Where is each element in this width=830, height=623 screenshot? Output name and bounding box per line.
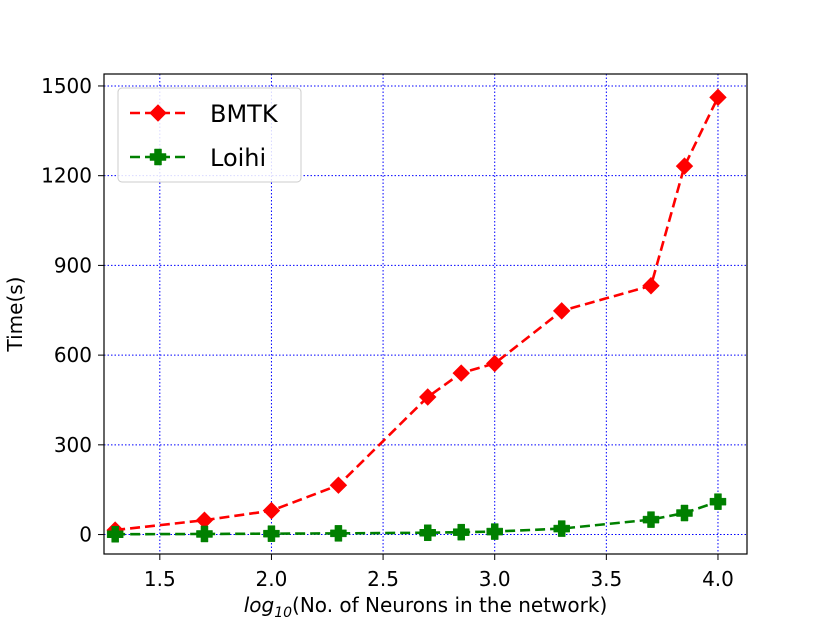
x-axis-label-text: (No. of Neurons in the network) [292, 593, 607, 617]
legend: BMTK Loihi [117, 87, 302, 183]
x-axis-label-subscript: 10 [274, 605, 292, 621]
data-point [642, 511, 660, 528]
y-axis-label: Time(s) [3, 277, 27, 353]
data-point [106, 526, 124, 543]
x-axis-label-prefix: log [244, 593, 275, 617]
data-point [452, 523, 470, 541]
y-tick-label: 1500 [41, 74, 92, 98]
data-point [486, 354, 504, 373]
legend-entry-bmtk: BMTK [130, 100, 279, 128]
y-tick-label: 0 [79, 523, 92, 547]
x-tick-label: 3.0 [479, 567, 511, 591]
ticks: 1.5 2.0 2.5 3.0 3.5 4.0 0 300 600 900 1200 1500 [41, 74, 734, 591]
x-tick-label: 2.0 [256, 567, 288, 591]
data-point [553, 520, 570, 537]
grid [104, 74, 747, 554]
data-point [330, 525, 347, 542]
data-point [486, 523, 503, 540]
legend-marker [149, 148, 167, 166]
data-point [419, 524, 436, 542]
legend-label: Loihi [210, 144, 266, 172]
data-point [263, 525, 280, 542]
data-point [452, 364, 470, 382]
plot-frame [103, 73, 748, 555]
series-bmtk [106, 88, 727, 539]
data-point [642, 277, 660, 295]
data-point [552, 302, 571, 320]
x-tick-label: 1.5 [144, 567, 176, 591]
data-point [329, 476, 348, 494]
series-layer [106, 88, 727, 543]
data-point [419, 388, 437, 406]
y-tick-label: 300 [54, 433, 92, 457]
data-point [196, 525, 213, 543]
data-point [262, 501, 281, 520]
y-tick-label: 600 [54, 343, 92, 367]
y-tick-label: 1200 [41, 164, 92, 188]
y-tick-label: 900 [54, 253, 92, 277]
x-axis-label: log10(No. of Neurons in the network) [244, 593, 608, 621]
data-point [676, 504, 693, 522]
data-point [675, 157, 694, 175]
data-point [709, 88, 727, 107]
x-tick-label: 2.5 [367, 567, 399, 591]
legend-marker [149, 104, 167, 122]
legend-label: BMTK [210, 100, 279, 128]
legend-entry-loihi: Loihi [130, 144, 266, 172]
x-tick-label: 4.0 [702, 567, 734, 591]
data-point [709, 493, 727, 510]
series-loihi [106, 493, 727, 543]
x-tick-label: 3.5 [590, 567, 622, 591]
